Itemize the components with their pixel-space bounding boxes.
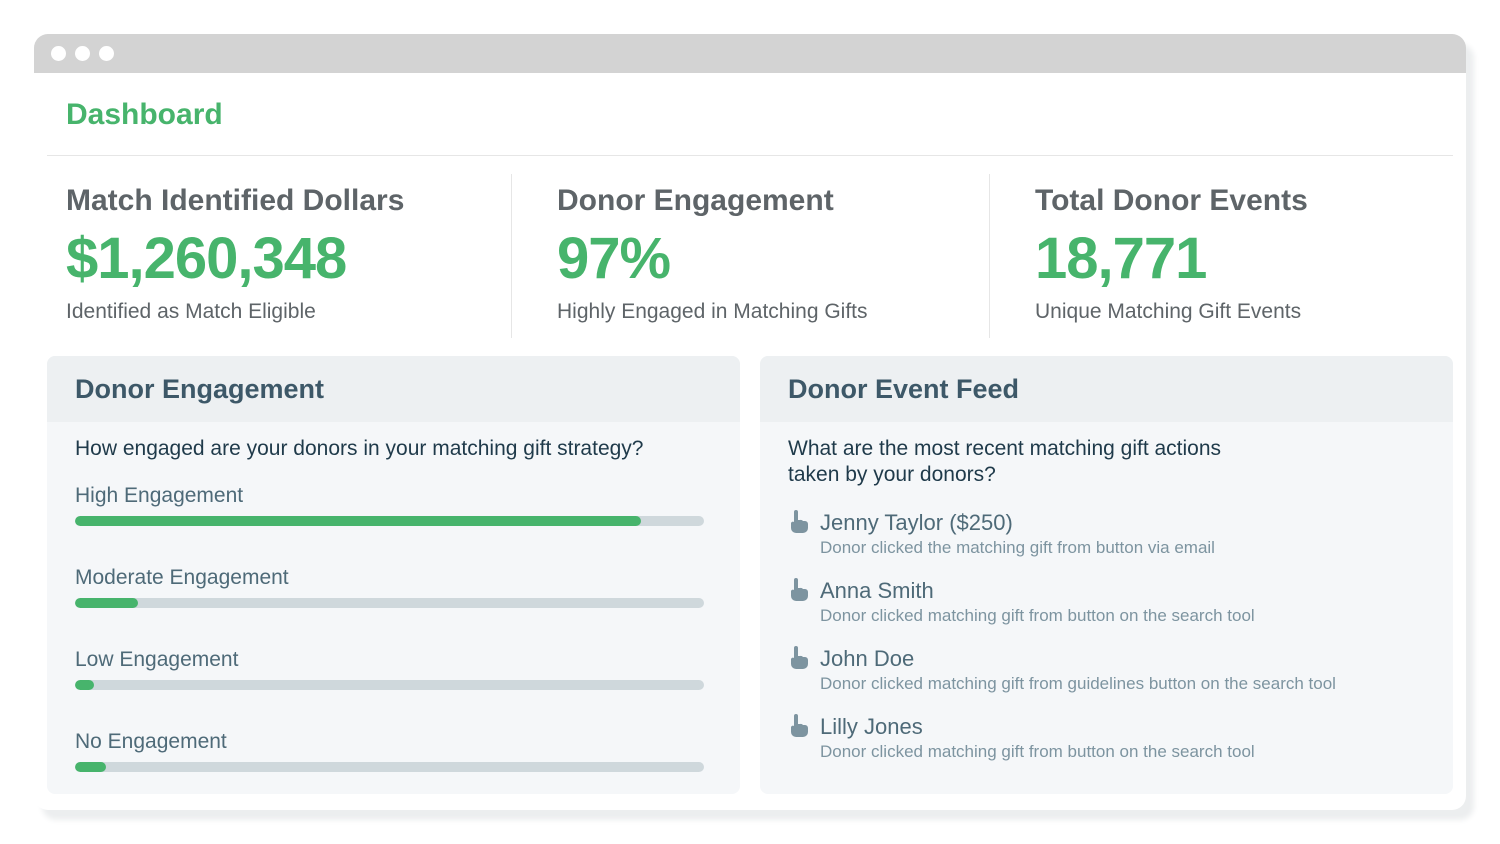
divider (511, 174, 512, 338)
feed-item[interactable]: John Doe Donor clicked matching gift fro… (760, 646, 1453, 694)
kpi-value: 18,771 (1035, 226, 1207, 291)
event-description: Donor clicked matching gift from button … (820, 606, 1255, 625)
divider (989, 174, 990, 338)
donor-name: Lilly Jones (820, 714, 923, 739)
hand-pointer-icon (788, 510, 820, 558)
divider (47, 155, 1453, 156)
panel-question: What are the most recent matching gift a… (788, 437, 1222, 486)
kpi-label: Total Donor Events (1035, 184, 1308, 217)
kpi-label: Donor Engagement (557, 184, 834, 217)
event-description: Donor clicked matching gift from button … (820, 742, 1255, 761)
engagement-panel: Donor Engagement How engaged are your do… (47, 356, 740, 794)
engagement-label: Low Engagement (75, 648, 239, 671)
donor-name: John Doe (820, 646, 915, 671)
feed-item[interactable]: Jenny Taylor ($250) Donor clicked the ma… (760, 510, 1453, 558)
hand-pointer-icon (788, 646, 820, 694)
kpi-match-dollars: Match Identified Dollars $1,260,348 Iden… (66, 184, 404, 324)
window-titlebar (34, 34, 1466, 73)
panel-title: Donor Event Feed (760, 356, 1453, 422)
engagement-label: Moderate Engagement (75, 566, 289, 589)
progress-fill (75, 516, 642, 526)
feed-item[interactable]: Lilly Jones Donor clicked matching gift … (760, 714, 1453, 762)
event-feed-panel: Donor Event Feed What are the most recen… (760, 356, 1453, 794)
kpi-donor-engagement: Donor Engagement 97% Highly Engaged in M… (557, 184, 868, 324)
engagement-progress-bar (75, 598, 704, 608)
panel-title: Donor Engagement (47, 356, 740, 422)
kpi-value: 97% (557, 226, 671, 291)
engagement-level: Low Engagement (47, 648, 740, 690)
progress-fill (75, 680, 94, 690)
engagement-progress-bar (75, 680, 704, 690)
window-close-dot[interactable] (51, 46, 66, 61)
hand-pointer-icon (788, 714, 820, 762)
hand-pointer-icon (788, 578, 820, 626)
engagement-label: High Engagement (75, 484, 244, 507)
panel-question: How engaged are your donors in your matc… (75, 437, 644, 460)
kpi-value: $1,260,348 (66, 226, 347, 291)
event-description: Donor clicked the matching gift from but… (820, 538, 1215, 557)
donor-name: Jenny Taylor ($250) (820, 510, 1013, 535)
engagement-level: No Engagement (47, 730, 740, 772)
feed-item[interactable]: Anna Smith Donor clicked matching gift f… (760, 578, 1453, 626)
engagement-label: No Engagement (75, 730, 227, 753)
kpi-label: Match Identified Dollars (66, 184, 405, 217)
progress-fill (75, 762, 107, 772)
engagement-progress-bar (75, 762, 704, 772)
window-maximize-dot[interactable] (99, 46, 114, 61)
window-minimize-dot[interactable] (75, 46, 90, 61)
engagement-level: High Engagement (47, 484, 740, 526)
page-title: Dashboard (66, 98, 223, 131)
progress-fill (75, 598, 138, 608)
browser-window: Dashboard Match Identified Dollars $1,26… (34, 34, 1466, 810)
kpi-subtitle: Identified as Match Eligible (66, 300, 316, 323)
kpi-subtitle: Highly Engaged in Matching Gifts (557, 300, 868, 323)
kpi-subtitle: Unique Matching Gift Events (1035, 300, 1302, 323)
kpi-total-events: Total Donor Events 18,771 Unique Matchin… (1035, 184, 1308, 324)
donor-name: Anna Smith (820, 578, 934, 603)
engagement-level: Moderate Engagement (47, 566, 740, 608)
engagement-progress-bar (75, 516, 704, 526)
event-description: Donor clicked matching gift from guideli… (820, 674, 1336, 693)
